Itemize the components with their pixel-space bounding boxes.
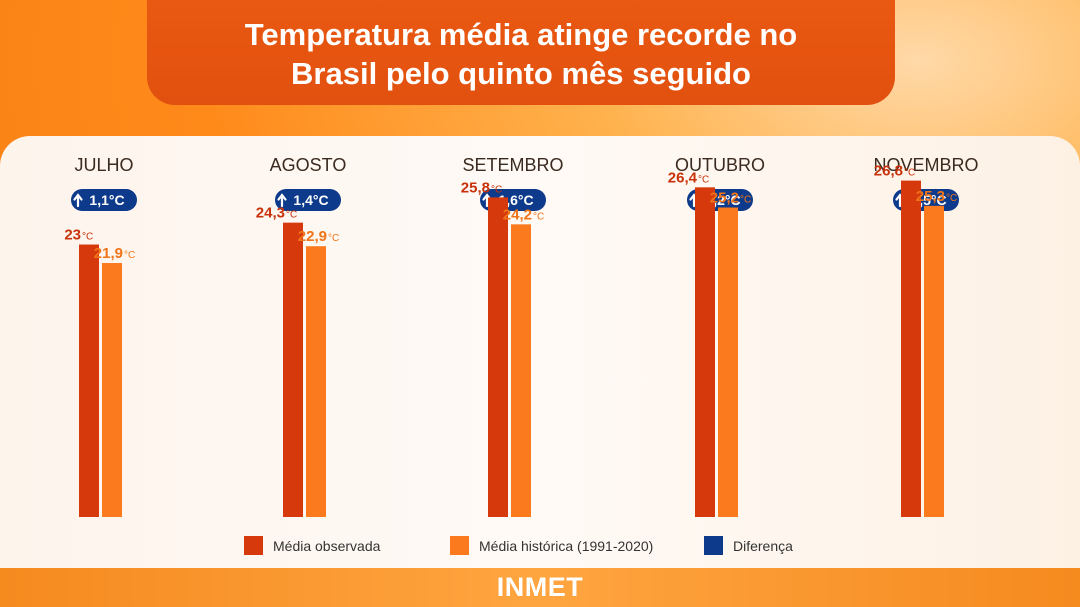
unit-label-historical: °C	[740, 195, 751, 206]
unit-label-observed: °C	[491, 184, 502, 195]
bar-historical	[924, 205, 944, 517]
bar-observed	[695, 187, 715, 517]
month-label: AGOSTO	[270, 155, 347, 175]
month-label: JULHO	[74, 155, 133, 175]
month-label: NOVEMBRO	[873, 155, 978, 175]
unit-label-historical: °C	[946, 193, 957, 204]
month-label: OUTUBRO	[675, 155, 765, 175]
unit-label-observed: °C	[904, 168, 915, 179]
title-line-1: Temperatura média atinge recorde no	[244, 16, 798, 52]
legend-swatch-observed	[244, 536, 263, 555]
unit-label-observed: °C	[286, 210, 297, 221]
value-label-observed: 24,3	[256, 205, 285, 222]
value-label-observed: 25,8	[461, 179, 490, 196]
value-label-historical: 21,9	[94, 245, 123, 262]
legend-label-difference: Diferença	[733, 537, 793, 554]
bar-historical	[511, 224, 531, 517]
legend-label-observed: Média observada	[273, 537, 381, 554]
difference-label: 1,1°C	[89, 192, 124, 208]
unit-label-observed: °C	[698, 174, 709, 185]
footer-band	[0, 568, 1080, 607]
legend: Média observada Média histórica (1991-20…	[0, 536, 1080, 558]
difference-badge	[275, 189, 341, 211]
bar-observed	[901, 180, 921, 517]
value-label-observed: 26,8	[874, 163, 903, 180]
legend-swatch-historical	[450, 536, 469, 555]
value-label-historical: 24,2	[503, 206, 532, 223]
value-label-observed: 23	[64, 227, 81, 244]
bar-historical	[102, 263, 122, 517]
legend-label-historical: Média histórica (1991-2020)	[479, 537, 654, 554]
arrow-up-icon	[73, 193, 83, 208]
unit-label-historical: °C	[124, 250, 135, 261]
source-label: INMET	[496, 572, 584, 602]
legend-item-observed: Média observada	[244, 536, 380, 555]
title-line-2: Brasil pelo quinto mês seguido	[291, 55, 751, 91]
unit-label-historical: °C	[328, 233, 339, 244]
value-label-historical: 25,3	[916, 188, 945, 205]
legend-item-difference: Diferença	[704, 536, 793, 555]
bar-observed	[283, 222, 303, 517]
difference-label: 1,4°C	[293, 192, 328, 208]
arrow-up-icon	[277, 193, 287, 208]
unit-label-historical: °C	[533, 211, 544, 222]
bar-historical	[306, 246, 326, 517]
bar-historical	[718, 207, 738, 517]
title-banner: Temperatura média atinge recorde no Bras…	[147, 0, 895, 105]
value-label-historical: 22,9	[298, 228, 327, 245]
unit-label-observed: °C	[82, 232, 93, 243]
value-label-historical: 25,2	[710, 190, 739, 207]
bar-observed	[488, 197, 508, 518]
legend-swatch-difference	[704, 536, 723, 555]
value-label-observed: 26,4	[668, 169, 698, 186]
difference-badge	[71, 189, 137, 211]
legend-item-historical: Média histórica (1991-2020)	[450, 536, 653, 555]
month-label: SETEMBRO	[462, 155, 563, 175]
bar-observed	[79, 244, 99, 517]
